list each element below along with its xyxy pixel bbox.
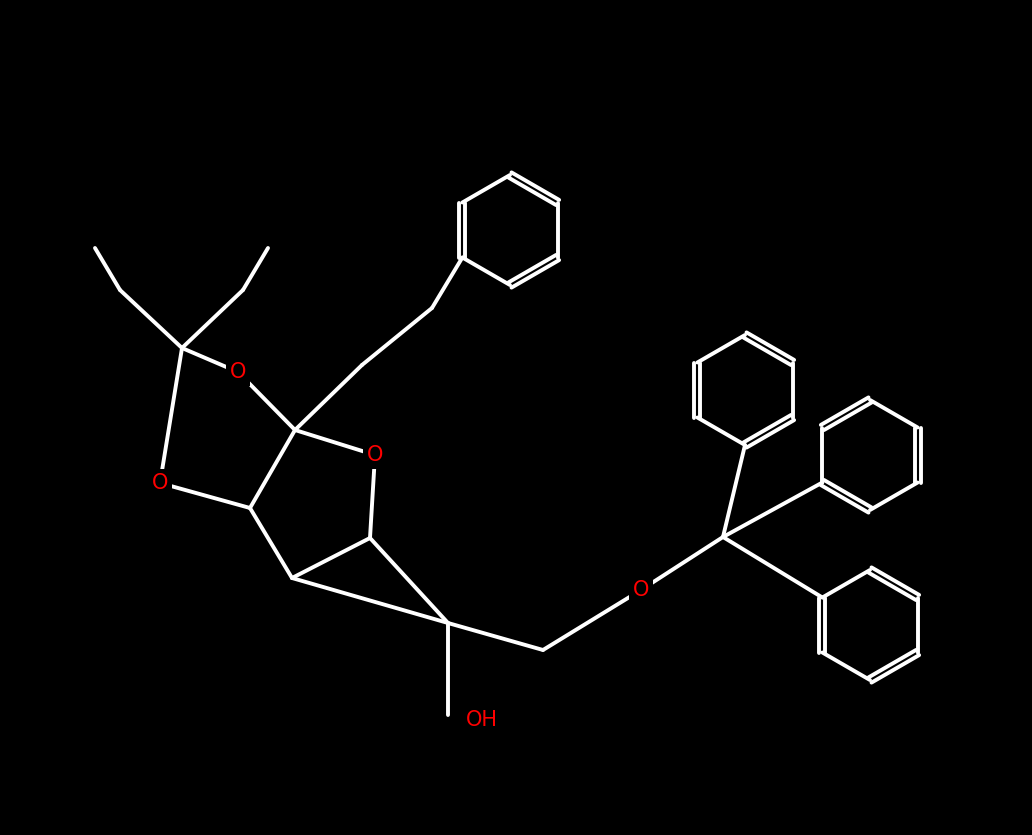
Text: O: O: [152, 473, 168, 493]
Text: O: O: [366, 445, 383, 465]
Text: O: O: [633, 580, 649, 600]
Text: OH: OH: [466, 710, 498, 730]
Text: O: O: [230, 362, 247, 382]
